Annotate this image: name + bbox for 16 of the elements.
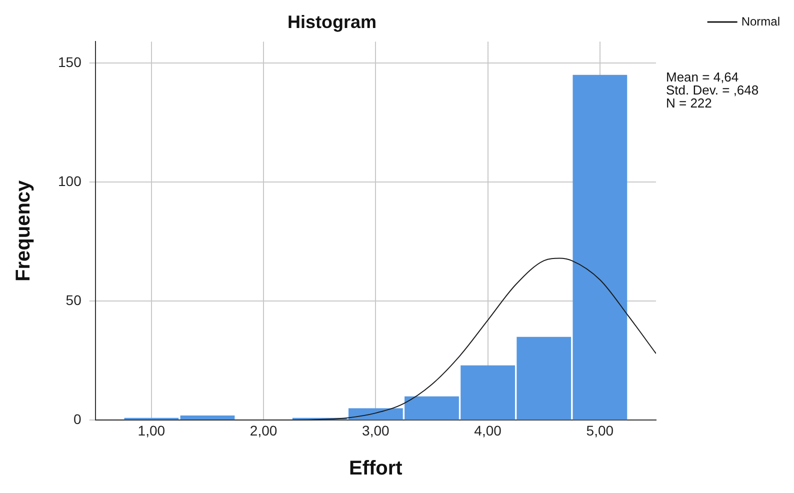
text: Mean = 4,64	[666, 70, 739, 85]
x-tick-label: 3,00	[362, 422, 390, 438]
y-tick-label: 50	[66, 292, 82, 308]
text: N = 222	[666, 96, 712, 111]
x-tick-label: 1,00	[138, 422, 166, 438]
x-tick-label: 4,00	[474, 422, 502, 438]
x-axis-title: Effort	[349, 458, 403, 480]
y-axis-title: Frequency	[12, 179, 35, 282]
y-tick-label: 150	[58, 54, 82, 70]
x-tick-label: 5,00	[586, 422, 614, 438]
text: Std. Dev. = ,648	[666, 82, 759, 98]
y-tick-label: 0	[74, 411, 82, 428]
x-tick-label: 2,00	[250, 422, 278, 438]
y-tick-label: 100	[58, 172, 82, 189]
legend-label: Normal	[741, 14, 780, 28]
chart-title: Histogram	[287, 12, 377, 32]
